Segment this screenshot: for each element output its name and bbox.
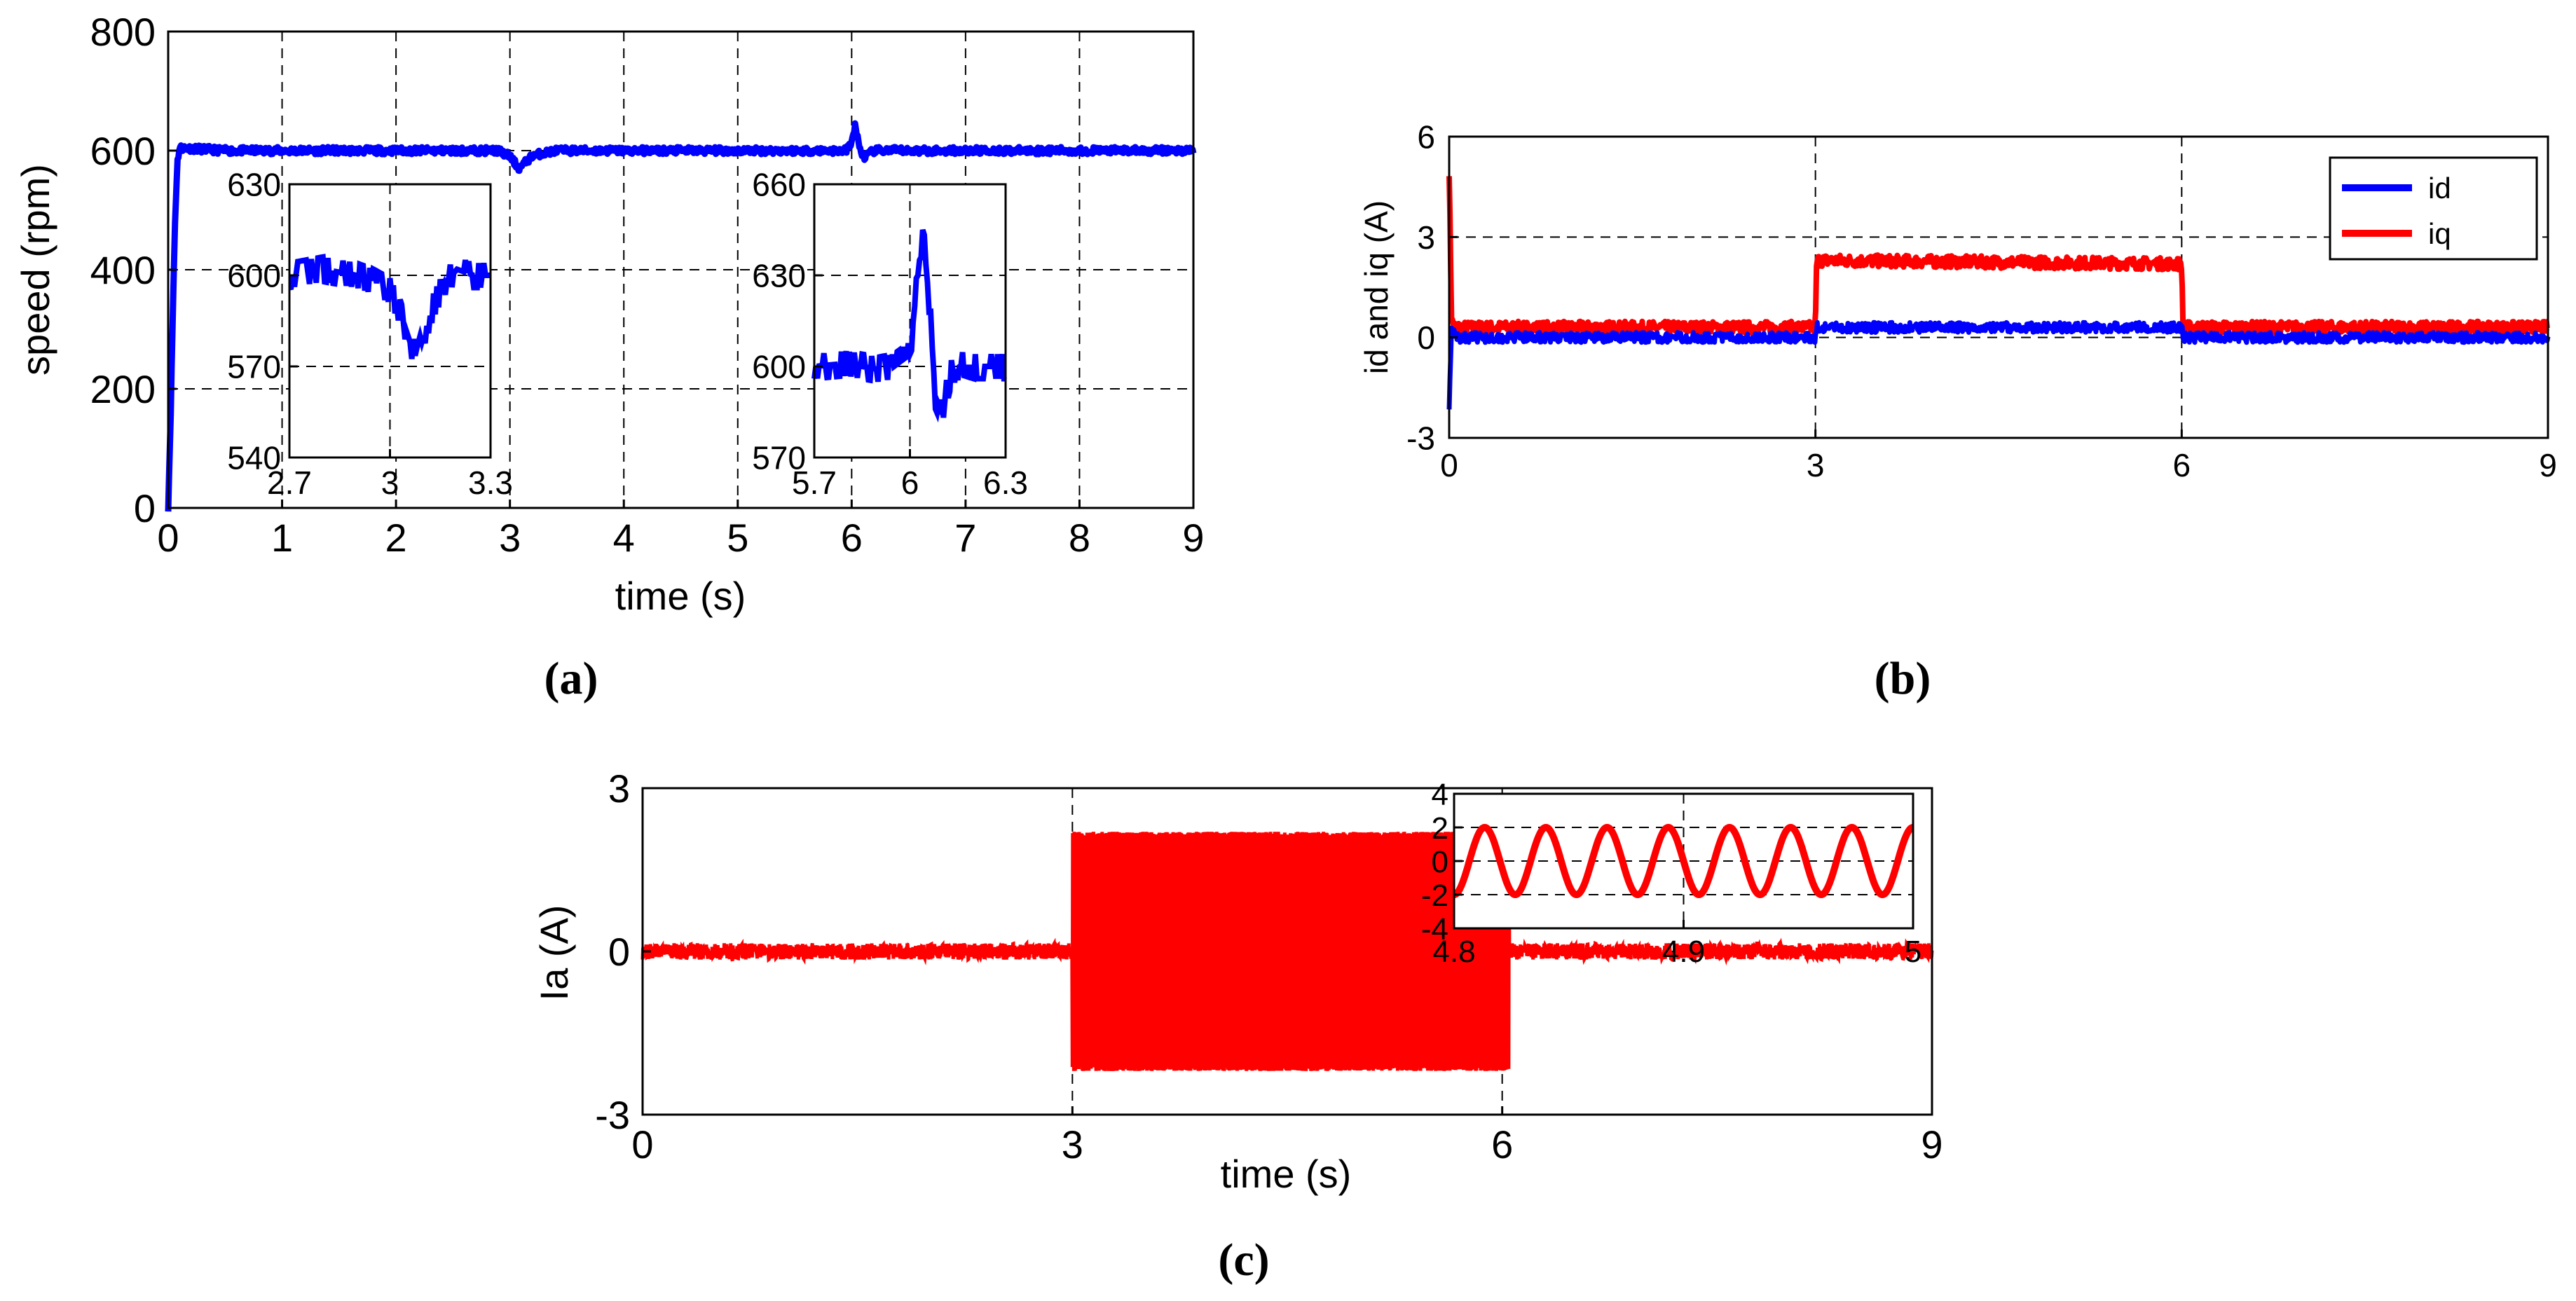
x-tick-label: 6.3	[983, 464, 1028, 501]
x-tick-label: 6	[841, 516, 863, 560]
panel-a-xlabel: time (s)	[615, 574, 746, 618]
panel-b-lines	[1446, 176, 2551, 410]
y-tick-label: 3	[1417, 219, 1435, 256]
y-tick-label: 660	[752, 167, 806, 203]
x-tick-label: 8	[1069, 516, 1090, 560]
x-tick-label: 6	[2173, 447, 2191, 483]
y-tick-label: 570	[227, 349, 281, 385]
panel-a-lines	[165, 120, 1197, 512]
inset-speed-line	[288, 254, 491, 359]
x-tick-label: 0	[631, 1122, 653, 1166]
x-tick-label: 6	[901, 464, 919, 501]
x-tick-label: 5.7	[792, 464, 837, 501]
panel-c-xlabel: time (s)	[1221, 1152, 1352, 1196]
panel-a-caption: (a)	[544, 653, 598, 704]
inset-speed-line	[811, 228, 1007, 423]
y-tick-label: -4	[1421, 912, 1448, 947]
x-tick-label: 7	[954, 516, 976, 560]
panel-b-caption: (b)	[1875, 653, 1931, 704]
y-tick-label: 2	[1432, 811, 1448, 846]
x-tick-label: 9	[1182, 516, 1204, 560]
y-tick-label: -3	[595, 1093, 630, 1137]
x-tick-label: 0	[1440, 447, 1458, 483]
x-tick-label: 0	[157, 516, 179, 560]
x-tick-label: 1	[271, 516, 293, 560]
y-tick-label: 600	[90, 129, 156, 173]
x-tick-label: 3.3	[468, 464, 513, 501]
panel-c-ylabel: Ia (A)	[532, 905, 576, 1001]
panel-a-inset-2: 5.7 6 6.3 570 600 630 660	[752, 167, 1028, 501]
y-tick-label: 4	[1432, 778, 1448, 812]
x-tick-label: 9	[1921, 1122, 1943, 1166]
panel-b-axes-frame	[1448, 135, 2549, 439]
x-tick-label: 4.9	[1662, 935, 1705, 969]
legend-box	[2329, 156, 2538, 261]
panel-a-ylabel: speed (rpm)	[13, 164, 57, 376]
series-speed-line	[165, 120, 1197, 512]
y-tick-label: 3	[608, 766, 630, 811]
panel-c-lines	[640, 832, 1934, 1071]
panel-a-inset-1: 2.7 3 3.3 540 570 600 630	[227, 167, 513, 501]
y-tick-label: 600	[227, 258, 281, 294]
y-tick-label: 400	[90, 248, 156, 292]
x-tick-label: 3	[1807, 447, 1825, 483]
y-tick-label: 0	[608, 930, 630, 974]
y-tick-label: 540	[227, 440, 281, 476]
panel-b-legend: id iq	[2329, 156, 2538, 261]
x-tick-label: 2	[385, 516, 407, 560]
panel-b-ylabel: id and iq (A)	[1358, 200, 1395, 374]
x-tick-label: 4.8	[1432, 935, 1475, 969]
panel-c: 0 3 6 9-303 time (s) Ia (A) (c) 4.8 4.9 5-4-2…	[532, 766, 1943, 1286]
x-tick-label: 3	[499, 516, 521, 560]
x-tick-label: 4	[613, 516, 635, 560]
legend-label-iq: iq	[2428, 217, 2451, 250]
y-tick-label: 0	[1432, 845, 1448, 879]
y-tick-label: 630	[227, 167, 281, 203]
x-tick-label: 5	[1905, 935, 1921, 969]
panel-c-caption: (c)	[1218, 1234, 1269, 1286]
y-tick-label: 630	[752, 258, 806, 294]
x-tick-label: 6	[1491, 1122, 1513, 1166]
y-tick-label: 0	[1417, 319, 1435, 356]
x-tick-label: 3	[1062, 1122, 1083, 1166]
y-tick-label: -3	[1406, 420, 1435, 457]
x-tick-label: 5	[727, 516, 748, 560]
y-tick-label: -2	[1421, 879, 1448, 913]
y-tick-label: 0	[134, 486, 156, 530]
y-tick-label: 800	[90, 10, 156, 54]
x-tick-label: 3	[381, 464, 399, 501]
y-tick-label: 200	[90, 367, 156, 411]
x-tick-label: 9	[2539, 447, 2557, 483]
series-ia-line	[640, 832, 1934, 1071]
y-tick-label: 6	[1417, 119, 1435, 156]
x-tick-label: 2.7	[267, 464, 312, 501]
series-id-line	[1446, 319, 2551, 410]
legend-label-id: id	[2428, 172, 2451, 205]
inset-ia-sine	[1453, 823, 1914, 899]
y-tick-label: 570	[752, 440, 806, 476]
panel-c-ticks: 0 3 6 9-303	[595, 766, 1943, 1166]
y-tick-label: 600	[752, 349, 806, 385]
series-iq-line	[1446, 176, 2550, 336]
